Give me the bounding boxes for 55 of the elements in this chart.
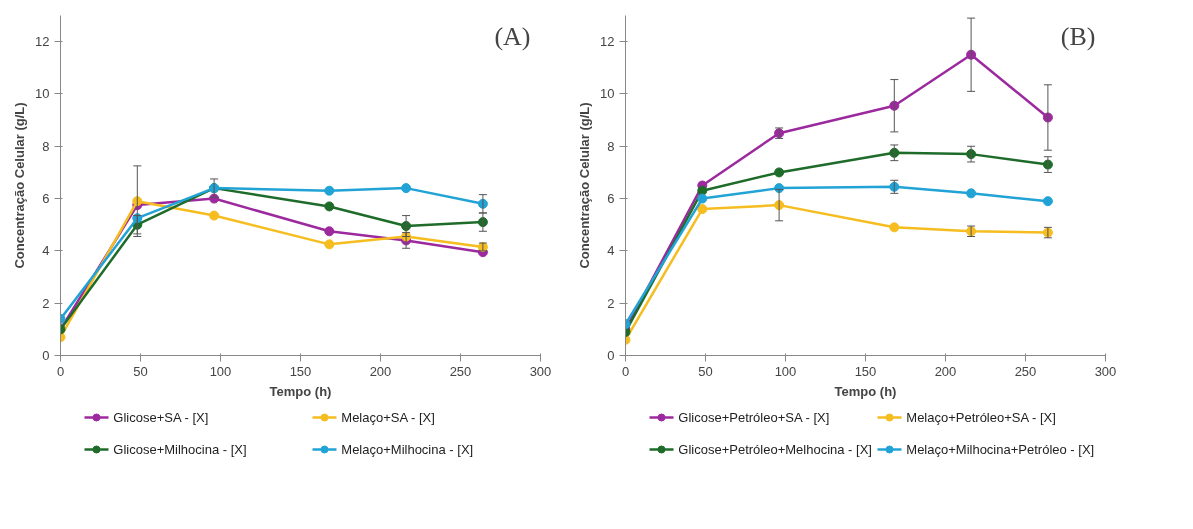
x-tick-label: 200 [369,363,392,379]
point [324,185,335,196]
y-tick-label: 6 [607,191,615,207]
point [324,201,335,212]
legend-label: Melaço+Milhocina - [X] [341,442,474,457]
x-tick-label: 150 [289,363,312,379]
point [697,193,708,204]
x-tick-label: 100 [209,363,232,379]
y-tick-label: 10 [600,86,615,102]
x-tick-label: 150 [854,363,877,379]
x-tick-label: 0 [56,363,65,379]
legend-label: Glicose+Milhocina - [X] [113,442,247,457]
y-tick-label: 4 [607,243,615,259]
point [697,204,708,215]
x-tick-label: 300 [1094,363,1117,379]
legend-label: Glicose+SA - [X] [113,410,209,425]
point [324,239,335,250]
point [966,188,977,199]
point [401,183,412,194]
point [774,167,785,178]
point [697,185,708,196]
x-axis-title: Tempo (h) [269,383,332,399]
annotation: (B) [1060,21,1096,51]
annotation: (A) [494,21,531,51]
y-tick-label: 2 [42,295,50,311]
legend-label: Glicose+Petróleo+Melhocina - [X] [678,442,872,457]
y-axis-title: Concentração Celular (g/L) [577,102,593,269]
y-tick-label: 0 [607,348,615,363]
x-tick-label: 250 [449,363,472,379]
y-tick-label: 6 [42,191,50,207]
y-tick-label: 12 [600,34,615,50]
x-tick-label: 0 [621,363,630,379]
point [324,226,335,237]
x-tick-label: 250 [1014,363,1037,379]
y-tick-label: 2 [607,295,615,311]
legend-label: Melaço+Milhocina+Petróleo - [X] [906,442,1095,457]
point [209,210,220,221]
x-axis-title: Tempo (h) [834,383,897,399]
legend-label: Melaço+SA - [X] [341,410,435,425]
x-tick-label: 200 [934,363,957,379]
point [889,222,900,233]
y-axis-title: Concentração Celular (g/L) [12,102,28,269]
y-tick-label: 8 [607,138,615,154]
legend-label: Melaço+Petróleo+SA - [X] [906,410,1056,425]
x-tick-label: 50 [698,363,713,379]
x-tick-label: 100 [774,363,797,379]
y-tick-label: 10 [35,86,50,102]
legend-label: Glicose+Petróleo+SA - [X] [678,410,830,425]
x-tick-label: 50 [133,363,148,379]
y-tick-label: 0 [42,348,50,363]
y-tick-label: 8 [42,138,50,154]
y-tick-label: 12 [35,34,50,50]
point [1042,196,1053,207]
x-tick-label: 300 [529,363,552,379]
y-tick-label: 4 [42,243,50,259]
